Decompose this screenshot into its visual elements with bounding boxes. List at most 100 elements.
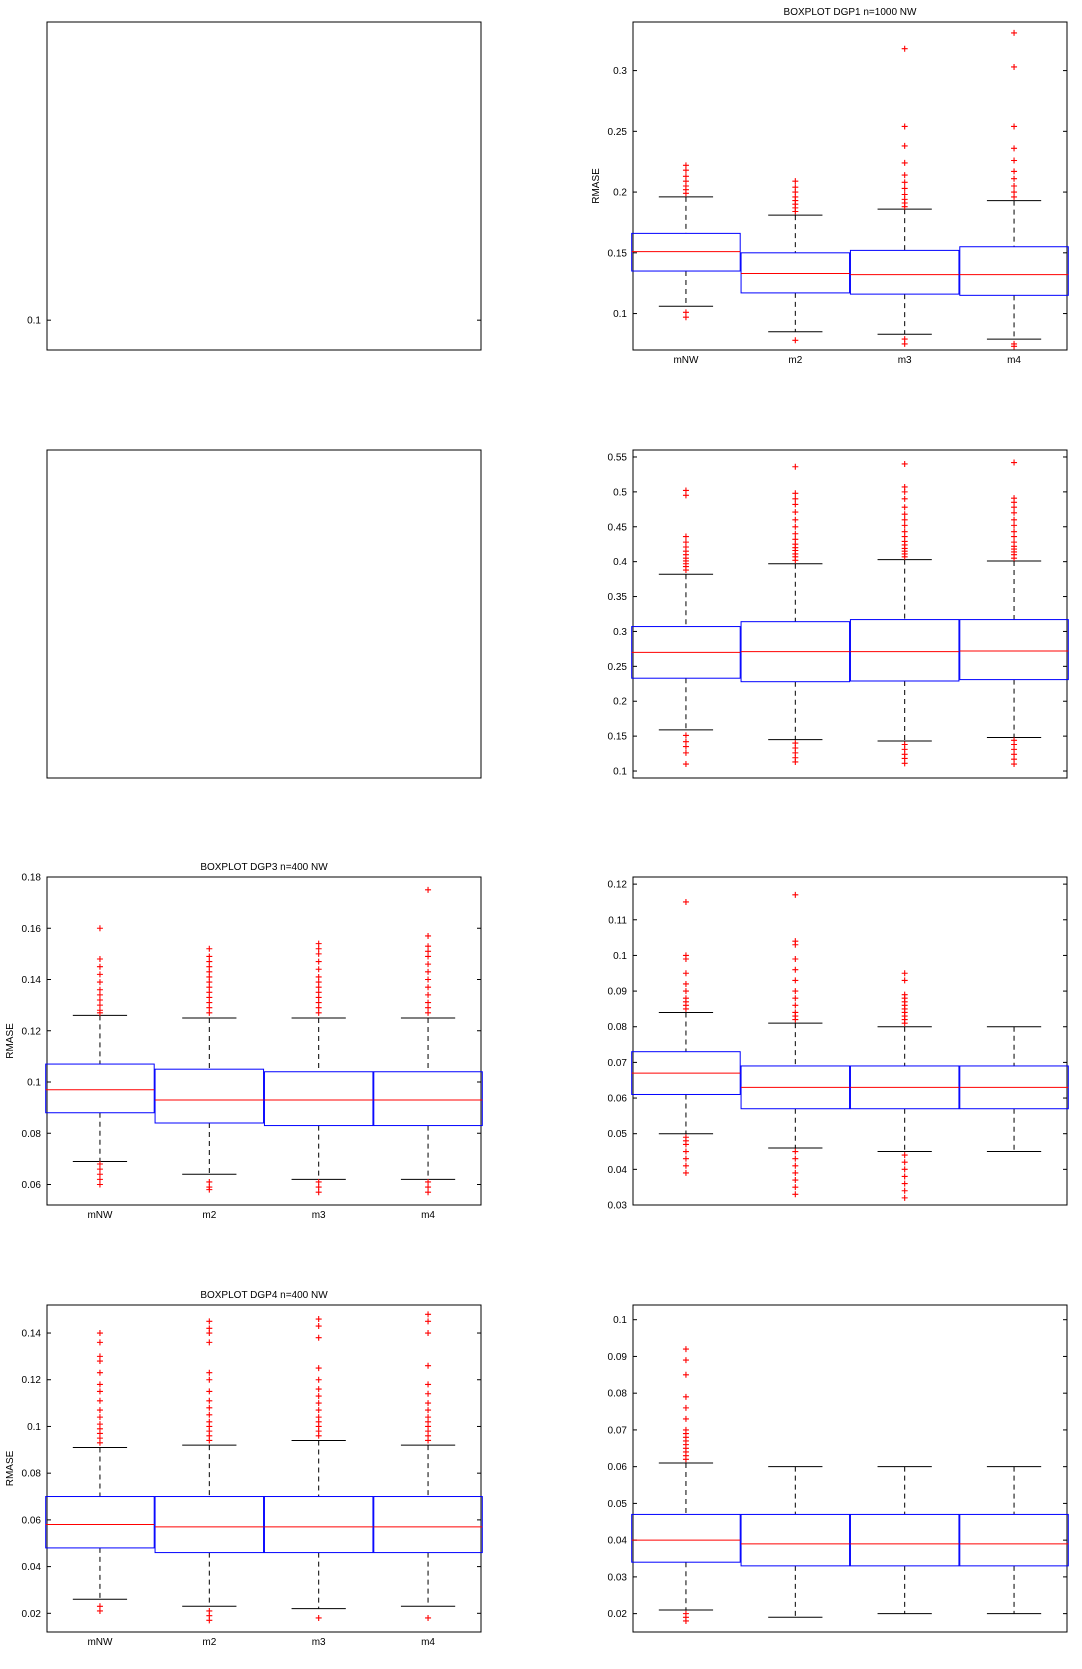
outlier-marker [901,516,908,523]
outlier-marker [96,1421,103,1428]
outlier-marker [315,994,322,1001]
outlier-marker [682,1610,689,1617]
y-tick-label: 0.1 [613,309,627,320]
outlier-marker [206,1388,213,1395]
outlier-marker [315,1316,322,1323]
chart-title: BOXPLOT DGP3 n=400 NW [200,862,328,873]
outlier-marker [206,1418,213,1425]
iqr-box [45,1063,155,1114]
outlier-marker [96,1166,103,1173]
outlier-marker [901,1180,908,1187]
x-tick-label: m4 [421,1637,435,1648]
outlier-marker [682,980,689,987]
outlier-marker [792,977,799,984]
outlier-marker [206,1009,213,1016]
y-tick-label: 0.18 [22,873,42,884]
y-tick-label: 0.06 [608,1462,628,1473]
outlier-marker [425,984,432,991]
outlier-marker [792,1184,799,1191]
outlier-marker [1011,123,1018,130]
outlier-marker [792,184,799,191]
y-tick-label: 0.12 [22,1026,42,1037]
outlier-marker [682,1346,689,1353]
outlier-marker [425,953,432,960]
outlier-marker [206,994,213,1001]
outlier-marker [206,1004,213,1011]
outlier-marker [96,1171,103,1178]
outlier-marker [792,1177,799,1184]
outlier-marker [901,123,908,130]
outlier-marker [792,530,799,537]
outlier-marker [206,1411,213,1418]
y-tick-label: 0.15 [608,732,628,743]
outlier-marker [792,1009,799,1016]
outlier-marker [901,179,908,186]
outlier-marker [425,1189,432,1196]
y-tick-label: 0.03 [608,1572,628,1583]
y-tick-label: 0.07 [608,1425,628,1436]
outlier-marker [425,968,432,975]
outlier-marker [206,1184,213,1191]
outlier-marker [206,984,213,991]
outlier-marker [96,1397,103,1404]
outlier-marker [96,1181,103,1188]
outlier-marker [96,997,103,1003]
outlier-marker [792,995,799,1002]
outlier-marker [315,1376,322,1383]
outlier-marker [1011,516,1018,523]
outlier-marker [901,511,908,518]
outlier-marker [792,938,799,945]
y-tick-label: 0.1 [27,1422,41,1433]
outlier-marker [425,948,432,955]
outlier-marker [901,483,908,490]
outlier-marker [206,979,213,986]
outlier-marker [425,976,432,983]
outlier-marker [425,999,432,1006]
outlier-marker [901,460,908,467]
y-tick-label: 0.45 [608,522,628,533]
outlier-marker [96,991,103,998]
outlier-marker [315,989,322,996]
outlier-marker [315,984,322,991]
outlier-marker [1011,145,1018,152]
outlier-marker [682,1404,689,1411]
outlier-marker [315,1393,322,1400]
box-group [154,1318,265,1624]
iqr-box [631,1513,741,1563]
outlier-marker [682,1148,689,1155]
outlier-marker [315,945,322,952]
outlier-marker [425,1009,432,1016]
outlier-marker [315,999,322,1006]
y-axis-label: RMASE [5,1450,16,1486]
outlier-marker [425,1178,432,1185]
outlier-marker [901,1194,908,1201]
x-tick-label: m3 [312,1210,326,1221]
x-tick-label: m2 [788,355,802,366]
outlier-marker [315,1004,322,1011]
outlier-marker [425,886,432,893]
outlier-marker [682,988,689,995]
boxplot-panel: 0.1 0.15 0.2 0.25 0.3 mNW m2 m3 m4 BOXPLOT DGP1 n… [591,7,1069,366]
outlier-marker [1011,737,1018,744]
y-tick-label: 0.04 [608,1165,628,1176]
outlier-marker [901,977,908,984]
iqr-box [45,1496,155,1549]
outlier-marker [901,172,908,179]
box-group [631,1346,741,1624]
outlier-marker [425,1184,432,1191]
boxplot-panel: 0.02 0.04 0.06 0.08 0.1 0.12 0.14 mNW m2 m3 m4 BOXP… [5,1290,483,1648]
outlier-marker [315,966,322,973]
plot-frame [46,21,482,351]
outlier-marker [792,1155,799,1162]
y-tick-label: 0.08 [608,1389,628,1400]
iqr-box [373,1071,483,1127]
outlier-marker [792,495,799,502]
outlier-marker [901,1187,908,1194]
outlier-marker [1011,528,1018,535]
y-tick-label: 0.07 [608,1058,628,1069]
y-axis-label: RMASE [591,168,602,204]
x-tick-label: mNW [673,355,699,366]
outlier-marker [682,898,689,905]
outlier-marker [901,185,908,192]
outlier-marker [206,1607,213,1614]
